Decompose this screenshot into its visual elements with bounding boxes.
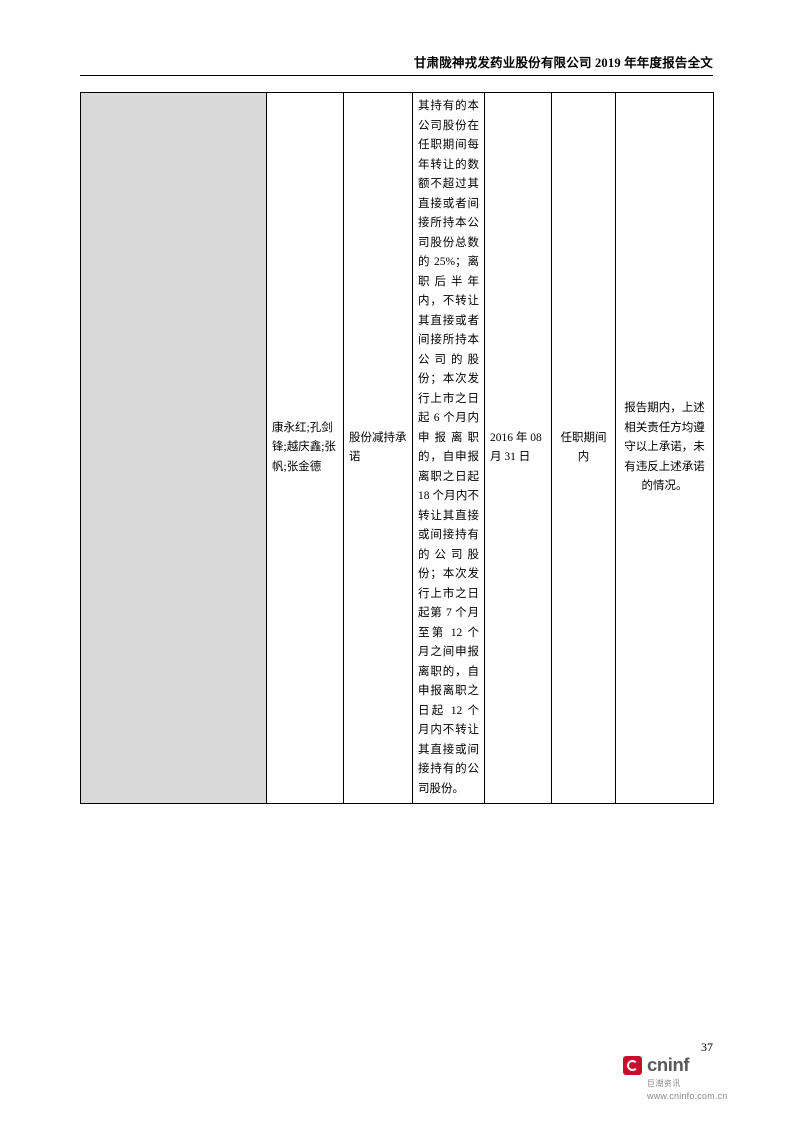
cell-commitment-date: 2016 年 08 月 31 日 <box>484 92 552 804</box>
cell-commitment-parties: 康永红;孔剑锋;越庆鑫;张帆;张金德 <box>266 92 344 804</box>
cell-commitment-content: 其持有的本公司股份在任职期间每年转让的数额不超过其直接或者间接所持本公司股份总数… <box>412 92 485 804</box>
cninfo-mark-icon <box>623 1055 642 1075</box>
cninfo-logo: cninf 巨潮资讯 www.cninfo.com.cn <box>623 1054 755 1101</box>
logo-url: www.cninfo.com.cn <box>647 1091 728 1101</box>
logo-subtitle: 巨潮资讯 <box>647 1079 681 1088</box>
page-header-title: 甘肃陇神戎发药业股份有限公司 2019 年年度报告全文 <box>413 56 713 70</box>
cell-performance-status: 报告期内，上述相关责任方均遵守以上承诺，未有违反上述承诺的情况。 <box>615 92 714 804</box>
commitments-table-container: 康永红;孔剑锋;越庆鑫;张帆;张金德 股份减持承诺 其持有的本公司股份在任职期间… <box>80 92 714 804</box>
commitments-table: 康永红;孔剑锋;越庆鑫;张帆;张金德 股份减持承诺 其持有的本公司股份在任职期间… <box>80 92 714 804</box>
logo-wordmark: cninf <box>647 1054 690 1075</box>
cell-commitment-term: 任职期间内 <box>551 92 616 804</box>
page-number: 37 <box>701 1040 713 1054</box>
cell-commitment-type: 股份减持承诺 <box>343 92 413 804</box>
header-divider <box>80 75 713 76</box>
cell-shaded-empty <box>80 92 267 804</box>
table-row: 康永红;孔剑锋;越庆鑫;张帆;张金德 股份减持承诺 其持有的本公司股份在任职期间… <box>80 92 714 804</box>
logo-row: cninf <box>623 1054 755 1076</box>
